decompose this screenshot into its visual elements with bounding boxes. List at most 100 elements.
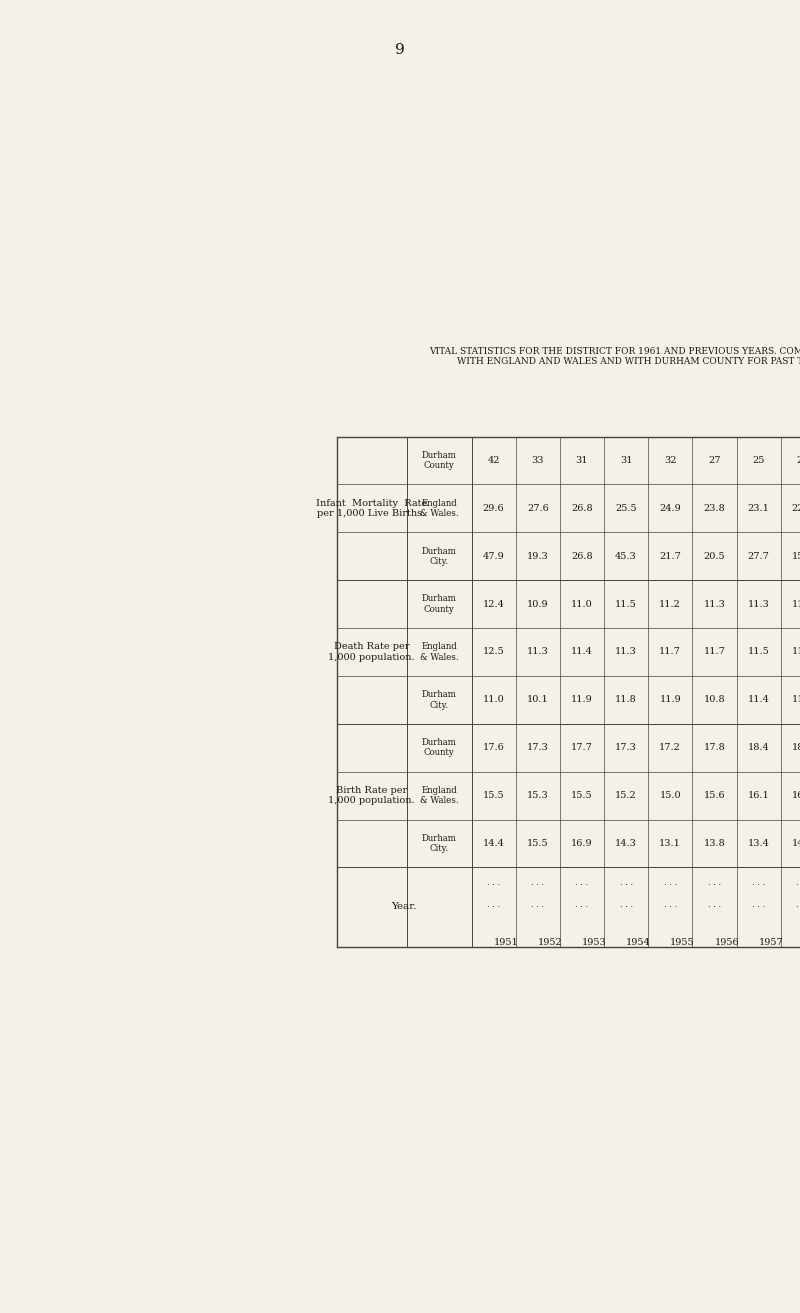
Text: 31: 31 xyxy=(620,456,632,465)
Text: 14.5: 14.5 xyxy=(792,839,800,848)
Text: . . .: . . . xyxy=(575,902,589,910)
Text: 16.1: 16.1 xyxy=(748,792,770,800)
Text: 15.2: 15.2 xyxy=(615,792,637,800)
Text: 11.0: 11.0 xyxy=(571,600,593,609)
Text: . . .: . . . xyxy=(664,902,677,910)
Text: . . .: . . . xyxy=(531,902,544,910)
Text: 27: 27 xyxy=(708,456,721,465)
Text: . . .: . . . xyxy=(487,902,500,910)
Text: 18.4: 18.4 xyxy=(748,743,770,752)
Text: . . .: . . . xyxy=(487,880,500,888)
Text: 1953: 1953 xyxy=(582,937,606,947)
Text: 12.4: 12.4 xyxy=(482,600,505,609)
Text: Durham
County: Durham County xyxy=(422,595,457,613)
Text: 1951: 1951 xyxy=(494,937,518,947)
Text: 11.3: 11.3 xyxy=(792,600,800,609)
Text: Infant  Mortality  Rate
per 1,000 Live Births.: Infant Mortality Rate per 1,000 Live Bir… xyxy=(316,499,427,519)
Text: 11.3: 11.3 xyxy=(748,600,770,609)
Text: 14.3: 14.3 xyxy=(615,839,637,848)
Text: 15.5: 15.5 xyxy=(571,792,593,800)
Text: . . .: . . . xyxy=(531,880,544,888)
Text: 47.9: 47.9 xyxy=(482,551,505,561)
Text: Durham
City.: Durham City. xyxy=(422,546,457,566)
Text: . . .: . . . xyxy=(796,880,800,888)
Text: 25.5: 25.5 xyxy=(615,504,637,513)
Text: 13.4: 13.4 xyxy=(748,839,770,848)
Text: 23.8: 23.8 xyxy=(703,504,726,513)
Text: 15.5: 15.5 xyxy=(527,839,549,848)
Text: 11.3: 11.3 xyxy=(527,647,549,656)
Text: . . .: . . . xyxy=(708,880,721,888)
Text: 20.5: 20.5 xyxy=(704,551,726,561)
Text: 13.8: 13.8 xyxy=(703,839,726,848)
Text: 10.8: 10.8 xyxy=(704,696,726,704)
Text: 11.5: 11.5 xyxy=(615,600,637,609)
Text: 11.0: 11.0 xyxy=(482,696,505,704)
Text: 17.7: 17.7 xyxy=(571,743,593,752)
Text: England
& Wales.: England & Wales. xyxy=(420,642,458,662)
Text: 26.8: 26.8 xyxy=(571,551,593,561)
Text: 11.2: 11.2 xyxy=(792,696,800,704)
Text: 15.9: 15.9 xyxy=(792,551,800,561)
Text: Durham
County: Durham County xyxy=(422,450,457,470)
Text: England
& Wales.: England & Wales. xyxy=(420,786,458,805)
Text: 33: 33 xyxy=(531,456,544,465)
Text: . . .: . . . xyxy=(708,902,721,910)
Text: 17.2: 17.2 xyxy=(659,743,681,752)
Text: 1954: 1954 xyxy=(626,937,651,947)
Text: 1957: 1957 xyxy=(758,937,783,947)
Text: 17.3: 17.3 xyxy=(527,743,549,752)
Text: 17.6: 17.6 xyxy=(482,743,505,752)
Text: 11.9: 11.9 xyxy=(659,696,681,704)
Text: 15.6: 15.6 xyxy=(704,792,726,800)
Text: 17.3: 17.3 xyxy=(615,743,637,752)
Text: 27: 27 xyxy=(797,456,800,465)
Text: VITAL STATISTICS FOR THE DISTRICT FOR 1961 AND PREVIOUS YEARS. COMPARATIVE TABLE: VITAL STATISTICS FOR THE DISTRICT FOR 19… xyxy=(429,347,800,366)
Text: 12.5: 12.5 xyxy=(482,647,505,656)
Text: 11.3: 11.3 xyxy=(703,600,726,609)
Text: Durham
County: Durham County xyxy=(422,738,457,758)
Text: 25: 25 xyxy=(752,456,765,465)
Text: 15.3: 15.3 xyxy=(527,792,549,800)
Text: 11.4: 11.4 xyxy=(571,647,593,656)
Text: 13.1: 13.1 xyxy=(659,839,681,848)
Text: 11.5: 11.5 xyxy=(748,647,770,656)
Text: Death Rate per
1,000 population.: Death Rate per 1,000 population. xyxy=(328,642,415,662)
Text: 18.6: 18.6 xyxy=(792,743,800,752)
Text: 11.4: 11.4 xyxy=(748,696,770,704)
Text: England
& Wales.: England & Wales. xyxy=(420,499,458,519)
Text: 24.9: 24.9 xyxy=(659,504,681,513)
Text: 42: 42 xyxy=(487,456,500,465)
Text: 27.6: 27.6 xyxy=(527,504,549,513)
Text: . . .: . . . xyxy=(752,902,765,910)
Text: 17.8: 17.8 xyxy=(703,743,726,752)
Text: . . .: . . . xyxy=(619,880,633,888)
Text: 23.1: 23.1 xyxy=(748,504,770,513)
Text: 11.7: 11.7 xyxy=(659,647,681,656)
Text: 16.9: 16.9 xyxy=(571,839,593,848)
Text: 11.9: 11.9 xyxy=(571,696,593,704)
Text: 45.3: 45.3 xyxy=(615,551,637,561)
Text: 26.8: 26.8 xyxy=(571,504,593,513)
Text: 1956: 1956 xyxy=(714,937,739,947)
Text: 11.7: 11.7 xyxy=(703,647,726,656)
Text: 10.1: 10.1 xyxy=(527,696,549,704)
Text: 15.5: 15.5 xyxy=(482,792,504,800)
Text: 29.6: 29.6 xyxy=(482,504,504,513)
Text: . . .: . . . xyxy=(796,902,800,910)
Text: 31: 31 xyxy=(576,456,588,465)
Text: 27.7: 27.7 xyxy=(748,551,770,561)
Text: Year.: Year. xyxy=(391,902,417,911)
Text: 11.2: 11.2 xyxy=(659,600,681,609)
Text: 10.9: 10.9 xyxy=(527,600,549,609)
Text: 11.8: 11.8 xyxy=(615,696,637,704)
Text: 32: 32 xyxy=(664,456,677,465)
Text: 19.3: 19.3 xyxy=(527,551,549,561)
Text: 11.7: 11.7 xyxy=(792,647,800,656)
Text: 9: 9 xyxy=(395,43,405,56)
Text: 14.4: 14.4 xyxy=(482,839,505,848)
Text: 15.0: 15.0 xyxy=(659,792,681,800)
Text: Durham
City.: Durham City. xyxy=(422,691,457,709)
Text: Durham
City.: Durham City. xyxy=(422,834,457,853)
Text: Birth Rate per
1,000 population.: Birth Rate per 1,000 population. xyxy=(328,786,415,805)
